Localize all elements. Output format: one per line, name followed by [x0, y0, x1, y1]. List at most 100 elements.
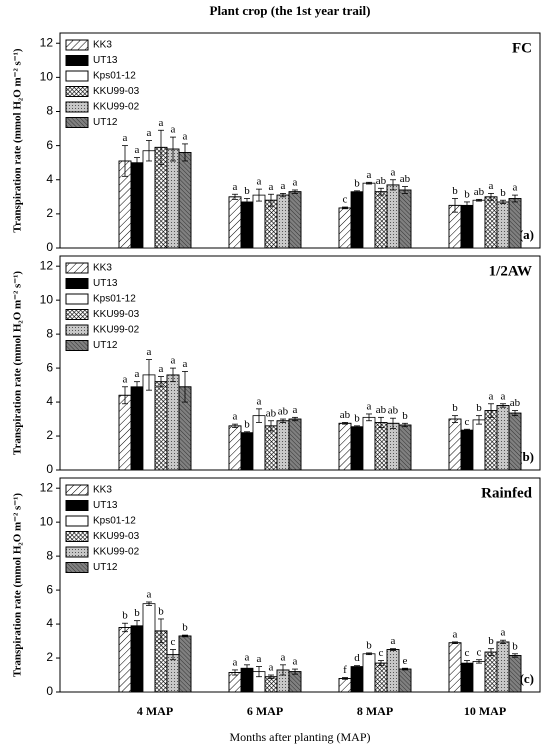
error-bar: [182, 371, 188, 403]
significance-letter: b: [122, 610, 128, 622]
legend-label: KK3: [93, 40, 112, 51]
significance-letter: c: [465, 647, 470, 659]
significance-letter: b: [488, 635, 494, 647]
error-bar: [378, 416, 384, 428]
significance-letter: a: [245, 651, 250, 663]
error-bar: [122, 622, 128, 633]
error-bar: [342, 422, 348, 425]
bar-hatch: [484, 410, 498, 471]
legend-label: KKU99-02: [93, 325, 140, 336]
significance-letter: b: [452, 185, 458, 197]
error-bar: [146, 359, 152, 391]
significance-letter: ab: [376, 175, 387, 187]
error-bar: [158, 618, 164, 644]
significance-letter: a: [489, 180, 494, 192]
significance-letter: ab: [266, 407, 277, 419]
error-bar: [170, 367, 176, 383]
x-tick-label: 10 MAP: [464, 704, 506, 718]
legend-label: Kps01-12: [93, 294, 136, 305]
significance-letter: a: [501, 627, 506, 639]
bar-hatch: [228, 425, 242, 471]
legend-label: UT13: [93, 55, 118, 66]
bar-hatch: [178, 635, 192, 693]
significance-letter: a: [123, 132, 128, 144]
legend-hatch: [65, 262, 89, 274]
legend-label: KK3: [93, 485, 112, 496]
bar: [460, 662, 474, 693]
bar-hatch: [166, 374, 180, 471]
error-bar: [292, 416, 298, 422]
significance-letter: c: [171, 636, 176, 648]
bar-hatch: [508, 412, 522, 471]
legend-label: Kps01-12: [93, 71, 136, 82]
error-bar: [354, 425, 360, 428]
significance-letter: a: [367, 169, 372, 181]
bar-hatch: [374, 422, 388, 471]
legend-hatch: [65, 101, 89, 113]
bar-hatch: [276, 194, 290, 249]
error-bar: [244, 198, 250, 206]
bar-hatch: [374, 191, 388, 249]
significance-letter: ab: [278, 406, 289, 418]
error-bar: [390, 648, 396, 651]
error-bar: [244, 664, 250, 673]
legend-label: UT12: [93, 117, 118, 128]
significance-letter: a: [501, 390, 506, 402]
bar-hatch: [288, 418, 302, 471]
legend-label: KKU99-03: [93, 309, 140, 320]
error-bar: [402, 667, 408, 671]
y-tick-label: 10: [40, 514, 54, 528]
error-bar: [268, 193, 274, 207]
significance-letter: a: [183, 358, 188, 370]
significance-letter: b: [500, 187, 506, 199]
bar-hatch: [178, 152, 192, 249]
x-axis-label: Months after planting (MAP): [230, 730, 371, 744]
error-bar: [500, 403, 506, 408]
significance-letter: ab: [376, 404, 387, 416]
bar-hatch: [496, 201, 510, 249]
legend-swatch: [65, 515, 89, 527]
significance-letter: e: [403, 655, 408, 667]
bar: [240, 432, 254, 471]
error-bar: [488, 648, 494, 656]
error-bar: [342, 677, 348, 680]
significance-letter: a: [367, 400, 372, 412]
bar: [362, 416, 376, 471]
panel-label: (c): [520, 671, 534, 686]
bar-hatch: [228, 196, 242, 249]
error-bar: [464, 201, 470, 210]
bar: [472, 661, 486, 693]
y-tick-label: 4: [46, 394, 53, 408]
bar-hatch: [264, 199, 278, 249]
y-tick-label: 0: [46, 462, 53, 476]
significance-letter: a: [453, 628, 458, 640]
legend-swatch: [65, 70, 89, 82]
bar-hatch: [448, 418, 462, 471]
panel-annotation: FC: [512, 40, 532, 56]
legend-label: UT12: [93, 340, 118, 351]
significance-letter: a: [391, 635, 396, 647]
significance-letter: b: [182, 622, 188, 634]
bar-hatch: [386, 422, 400, 471]
y-tick-label: 0: [46, 684, 53, 698]
error-bar: [268, 420, 274, 432]
error-bar: [366, 181, 372, 185]
significance-letter: a: [391, 166, 396, 178]
bar-hatch: [338, 422, 352, 471]
legend-swatch: [65, 55, 89, 66]
bar-hatch: [508, 198, 522, 249]
legend-hatch: [65, 546, 89, 558]
error-bar: [378, 660, 384, 667]
error-bar: [488, 192, 494, 201]
significance-letter: a: [269, 181, 274, 193]
significance-letter: d: [354, 652, 360, 664]
error-bar: [256, 666, 262, 678]
legend-swatch: [65, 293, 89, 305]
bar: [130, 162, 144, 249]
error-bar: [280, 664, 286, 676]
significance-letter: ab: [474, 186, 485, 198]
x-tick-label: 4 MAP: [137, 704, 173, 718]
bar-hatch: [448, 642, 462, 693]
panel-annotation: Rainfed: [481, 485, 532, 501]
bar-hatch: [484, 651, 498, 693]
